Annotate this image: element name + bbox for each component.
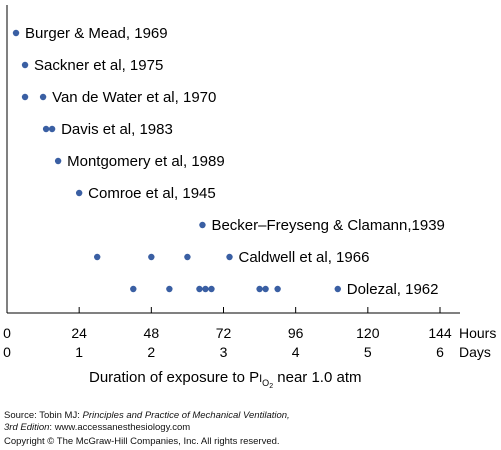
study-label: Burger & Mead, 1969 [25, 25, 168, 42]
data-point [42, 125, 50, 133]
copyright-text: Copyright © The McGraw-Hill Companies, I… [4, 436, 280, 447]
x-tick-label-hours: 0 [3, 325, 11, 341]
data-point [12, 29, 20, 37]
data-point [184, 253, 191, 261]
x-unit-hours: Hours [459, 325, 496, 341]
study-label: Dolezal, 1962 [347, 281, 439, 298]
data-point [48, 125, 56, 133]
x-tick-label-days: 0 [3, 344, 11, 360]
study-label: Becker–Freyseng & Clamann,1939 [211, 217, 444, 234]
x-tick-label-days: 5 [364, 344, 372, 360]
source-edition: 3rd Edition [4, 422, 50, 433]
study-label: Van de Water et al, 1970 [52, 89, 216, 106]
data-point [262, 285, 269, 293]
study-label: Davis et al, 1983 [61, 121, 173, 138]
data-point [256, 285, 263, 293]
x-tick-label-days: 1 [75, 344, 83, 360]
data-point [334, 285, 341, 293]
x-tick-label-hours: 48 [144, 325, 160, 341]
x-tick-label-hours: 96 [288, 325, 304, 341]
data-point [208, 285, 215, 293]
source-url[interactable]: : www.accessanesthesiology.com [49, 422, 191, 433]
data-point [21, 61, 29, 69]
data-point [94, 253, 101, 261]
data-point [196, 285, 203, 293]
data-point [226, 253, 233, 261]
x-tick-label-hours: 24 [71, 325, 87, 341]
study-label: Montgomery et al, 1989 [67, 153, 225, 170]
x-tick-label-days: 6 [436, 344, 444, 360]
x-tick-label-days: 4 [292, 344, 300, 360]
data-point [21, 93, 29, 101]
source-prefix: Source: Tobin MJ: [4, 410, 83, 421]
x-tick-label-hours: 72 [216, 325, 232, 341]
x-tick-label-days: 3 [220, 344, 228, 360]
study-label: Comroe et al, 1945 [88, 185, 216, 202]
data-point [148, 253, 155, 261]
footer-edition: 3rd Edition: www.accessanesthesiology.co… [4, 422, 190, 434]
x-unit-days: Days [459, 344, 491, 360]
x-axis-title: Duration of exposure to PIO2 near 1.0 at… [89, 369, 361, 390]
data-point [199, 221, 206, 229]
footer-source: Source: Tobin MJ: Principles and Practic… [4, 410, 290, 422]
data-point [274, 285, 281, 293]
x-tick-label-hours: 144 [428, 325, 452, 341]
data-point [202, 285, 209, 293]
data-point [130, 285, 137, 293]
x-tick-label-hours: 120 [356, 325, 380, 341]
scatter-chart: 0 0 24 1 48 2 72 3 96 4 120 5 144 6 Burger & Mead, 19… [3, 5, 496, 390]
study-label: Sackner et al, 1975 [34, 57, 163, 74]
source-title: Principles and Practice of Mechanical Ve… [82, 410, 290, 421]
study-label: Caldwell et al, 1966 [239, 249, 370, 266]
footer-copyright: Copyright © The McGraw-Hill Companies, I… [4, 436, 280, 448]
data-point [166, 285, 173, 293]
data-point [54, 157, 62, 165]
data-point [75, 189, 83, 197]
data-point [39, 93, 47, 101]
x-tick-label-days: 2 [147, 344, 155, 360]
